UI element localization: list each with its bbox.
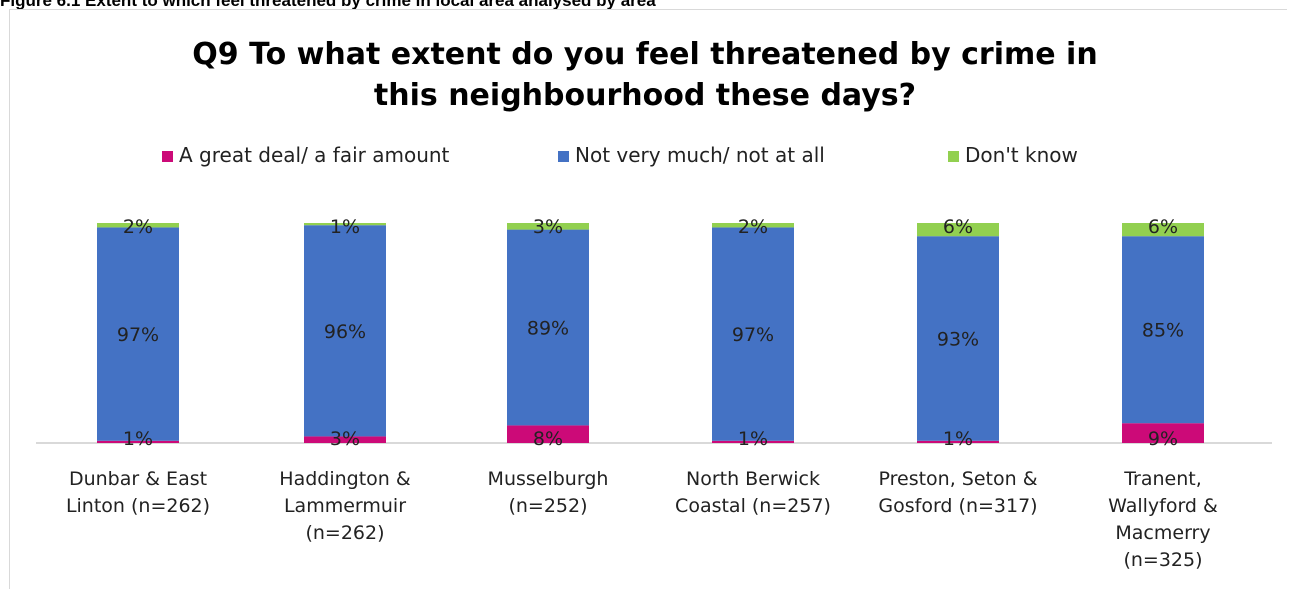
- category-label: Gosford (n=317): [878, 495, 1037, 517]
- legend-label: Not very much/ not at all: [575, 143, 825, 167]
- category-label: Preston, Seton &: [878, 468, 1037, 490]
- data-label: 97%: [732, 324, 774, 346]
- category-label: Tranent,: [1123, 468, 1202, 490]
- bar-segment: [97, 223, 179, 228]
- legend-swatch: [948, 151, 959, 162]
- bar-segment: [304, 436, 386, 443]
- category-label: North Berwick: [686, 468, 820, 490]
- bar-segment: [507, 223, 589, 230]
- legend-swatch: [162, 151, 173, 162]
- bar-segment: [917, 440, 999, 443]
- bar-segment: [917, 223, 999, 237]
- category-label: Musselburgh: [488, 468, 609, 490]
- data-label: 1%: [943, 428, 973, 450]
- data-label: 9%: [1148, 428, 1178, 450]
- bar-segment: [712, 440, 794, 443]
- data-label: 6%: [1148, 216, 1178, 238]
- data-label: 93%: [937, 329, 979, 351]
- data-label: 89%: [527, 318, 569, 340]
- category-label: Lammermuir: [284, 495, 406, 517]
- category-label: (n=252): [508, 495, 587, 517]
- chart-title-line: this neighbourhood these days?: [374, 78, 916, 113]
- category-label: (n=262): [305, 522, 384, 544]
- bar-segment: [97, 227, 179, 441]
- category-label: Wallyford &: [1108, 495, 1218, 517]
- bar-segment: [304, 223, 386, 226]
- bar-segment: [1122, 423, 1204, 443]
- bar-segment: [97, 440, 179, 443]
- bar-segment: [1122, 223, 1204, 237]
- data-label: 85%: [1142, 320, 1184, 342]
- chart-frame: [9, 9, 1287, 589]
- bar-segment: [304, 225, 386, 437]
- data-label: 96%: [324, 321, 366, 343]
- data-label: 97%: [117, 324, 159, 346]
- category-label: Macmerry: [1115, 522, 1210, 544]
- legend-label: A great deal/ a fair amount: [179, 143, 450, 167]
- data-label: 6%: [943, 216, 973, 238]
- bar-segment: [507, 425, 589, 443]
- category-label: Coastal (n=257): [675, 495, 831, 517]
- category-label: Haddington &: [279, 468, 411, 490]
- figure-caption: Figure 6.1 Extent to which feel threaten…: [0, 0, 656, 10]
- legend-label: Don't know: [965, 143, 1078, 167]
- bar-segment: [712, 223, 794, 228]
- data-label: 2%: [738, 216, 768, 238]
- bar-segment: [1122, 236, 1204, 424]
- bar-segment: [712, 227, 794, 441]
- data-label: 1%: [330, 216, 360, 238]
- bar-segment: [917, 236, 999, 441]
- category-label: Linton (n=262): [66, 495, 210, 517]
- data-label: 1%: [123, 428, 153, 450]
- legend-swatch: [558, 151, 569, 162]
- data-label: 1%: [738, 428, 768, 450]
- data-label: 3%: [330, 428, 360, 450]
- chart-title-line: Q9 To what extent do you feel threatened…: [192, 37, 1097, 72]
- category-label: Dunbar & East: [69, 468, 207, 490]
- category-label: (n=325): [1123, 549, 1202, 571]
- data-label: 8%: [533, 428, 563, 450]
- bar-segment: [507, 229, 589, 426]
- data-label: 2%: [123, 216, 153, 238]
- data-label: 3%: [533, 216, 563, 238]
